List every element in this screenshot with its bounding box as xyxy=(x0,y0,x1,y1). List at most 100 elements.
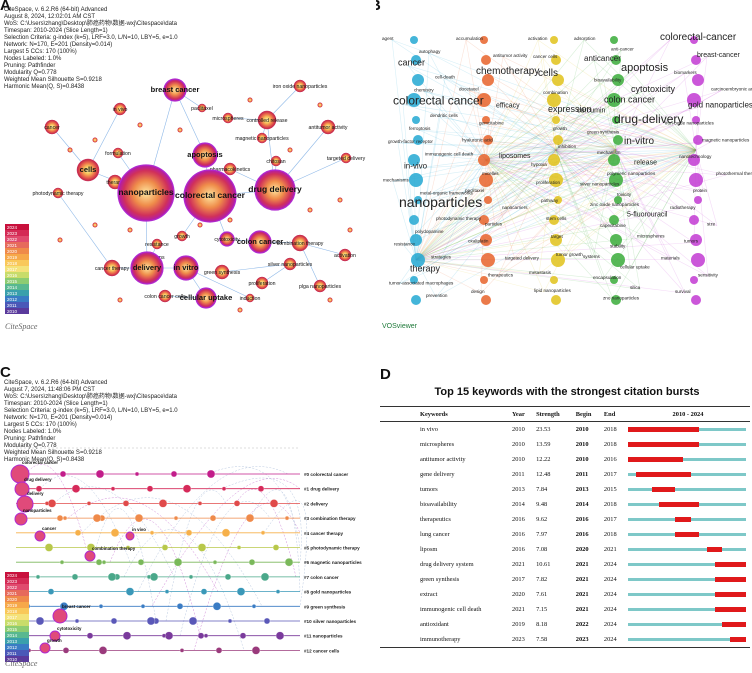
network-node-label: microspheres xyxy=(212,116,244,122)
timeline-node xyxy=(95,469,105,479)
vos-edge xyxy=(567,147,617,151)
vos-label: biomarkers xyxy=(674,70,697,75)
vos-node xyxy=(613,135,623,145)
legend-year-label: 2014 xyxy=(7,284,18,290)
legend-year-label: 2023 xyxy=(7,230,18,236)
vos-node xyxy=(409,173,423,187)
vos-edge xyxy=(485,159,727,176)
vos-label: bioavailability xyxy=(594,78,622,83)
burst-row: extract 2020 7.61 2021 2024 xyxy=(380,587,750,602)
legend-year-label: 2018 xyxy=(7,260,18,266)
vos-label: cell-death xyxy=(435,75,455,80)
network-node-label: resistance xyxy=(145,242,169,248)
timeline-hub-node xyxy=(14,481,30,497)
burst-strength: 8.18 xyxy=(536,621,548,628)
burst-timeline-cell xyxy=(626,617,750,632)
network-node-label: combination therapy xyxy=(277,241,324,247)
timeline-node xyxy=(179,648,185,653)
vos-label: metal-organic frameworks xyxy=(420,190,474,195)
network-node-label: antitumor activity xyxy=(309,125,348,131)
legend-year-row: 2019 xyxy=(5,254,39,260)
burst-row: therapeutics 2016 9.62 2016 2017 xyxy=(380,512,750,527)
vos-edge xyxy=(555,149,618,176)
burst-timeline xyxy=(628,622,746,627)
legend-swatch xyxy=(5,308,29,314)
vos-node xyxy=(549,215,559,225)
vos-edge xyxy=(630,70,697,151)
network-node xyxy=(256,132,268,144)
burst-bar xyxy=(714,607,746,612)
vos-label: zinc oxide nanoparticles xyxy=(590,202,640,207)
col-end: End xyxy=(601,406,626,422)
burst-begin: 2010 xyxy=(575,441,589,448)
timeline-node xyxy=(182,484,192,493)
vos-edge xyxy=(623,122,697,151)
legend-swatch xyxy=(5,224,29,230)
burst-strength: 7.58 xyxy=(534,632,574,648)
vos-edge xyxy=(485,159,631,269)
burst-bar xyxy=(730,637,746,642)
vos-edge xyxy=(415,201,552,261)
vos-edge xyxy=(555,143,635,151)
vos-label: materials xyxy=(661,255,680,260)
timeline-arc xyxy=(249,489,301,592)
vos-label: chemistry xyxy=(414,87,434,92)
vos-label: anti-cancer xyxy=(611,46,634,51)
network-node-minor xyxy=(247,97,253,103)
timeline-node xyxy=(140,604,146,609)
burst-keyword: green synthesis xyxy=(420,576,460,583)
legend-year-label: 2012 xyxy=(7,296,18,302)
vos-label: colon cancer xyxy=(604,94,655,104)
legend-swatch xyxy=(5,596,29,602)
vos-edge xyxy=(429,149,697,195)
timeline-node-label: drug delivery xyxy=(24,477,52,482)
legend-swatch xyxy=(5,296,29,302)
vos-edge xyxy=(485,159,557,221)
burst-begin: 2021 xyxy=(575,576,589,583)
vos-node xyxy=(611,295,621,305)
vos-edge xyxy=(488,124,617,151)
panel-c-letter: C xyxy=(0,364,11,381)
vos-label: photothermal therapy xyxy=(716,171,752,176)
vos-label: ferroptosis xyxy=(409,126,431,131)
vos-node xyxy=(414,196,422,204)
vos-edge xyxy=(403,159,487,246)
burst-table-header: Keywords Year Strength Begin End 2010 - … xyxy=(380,406,750,422)
vos-edge xyxy=(485,60,595,161)
vos-edge xyxy=(505,107,557,151)
vos-node xyxy=(552,116,560,124)
timeline-node xyxy=(44,543,54,552)
vos-node xyxy=(608,154,620,166)
vos-edge xyxy=(407,65,557,151)
vos-node xyxy=(690,276,698,284)
legend-year-label: 2021 xyxy=(7,242,18,248)
legend-year-row: 2021 xyxy=(5,590,39,596)
vos-edge xyxy=(435,149,697,298)
vos-label: photodynamic therapy xyxy=(436,216,482,221)
vos-label: docetaxel xyxy=(459,87,479,92)
metadata-line: Timespan: 2010-2024 (Slice Length=1) xyxy=(4,28,108,34)
vos-label: mechanisms xyxy=(383,177,409,182)
vos-edge xyxy=(485,159,709,277)
legend-year-label: 2017 xyxy=(7,614,18,620)
timeline-hub-node xyxy=(16,495,34,513)
vos-edge xyxy=(616,149,697,176)
legend-year-row: 2013 xyxy=(5,638,39,644)
burst-keyword: immunotherapy xyxy=(380,632,510,648)
vos-edge xyxy=(415,208,681,261)
vos-label: zno nanoparticles xyxy=(603,296,640,301)
vos-edge xyxy=(415,237,648,261)
panel-b: B agent autophagy cancer cell-death chemistr… xyxy=(376,0,752,336)
network-node xyxy=(313,279,327,293)
cluster-label: #4 cancer therapy xyxy=(304,531,344,536)
burst-begin: 2011 xyxy=(575,471,589,478)
network-node-label: targeted delivery xyxy=(327,156,366,162)
network-node xyxy=(248,230,272,254)
vos-edge xyxy=(586,112,617,151)
vos-edge xyxy=(545,149,697,185)
burst-keyword: antitumor activity xyxy=(420,456,466,463)
vos-label: lipid nanoparticles xyxy=(534,288,571,293)
timeline-node xyxy=(44,501,50,506)
vos-node xyxy=(691,253,705,267)
vos-edge xyxy=(402,103,697,151)
